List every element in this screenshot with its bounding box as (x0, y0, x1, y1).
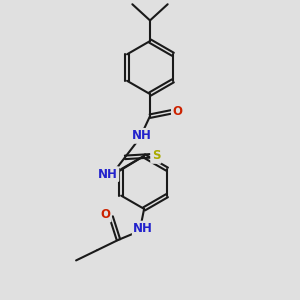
Text: O: O (172, 105, 182, 118)
Text: NH: NH (132, 129, 152, 142)
Text: NH: NH (133, 222, 153, 235)
Text: O: O (100, 208, 110, 221)
Text: S: S (152, 149, 160, 162)
Text: NH: NH (98, 168, 118, 181)
